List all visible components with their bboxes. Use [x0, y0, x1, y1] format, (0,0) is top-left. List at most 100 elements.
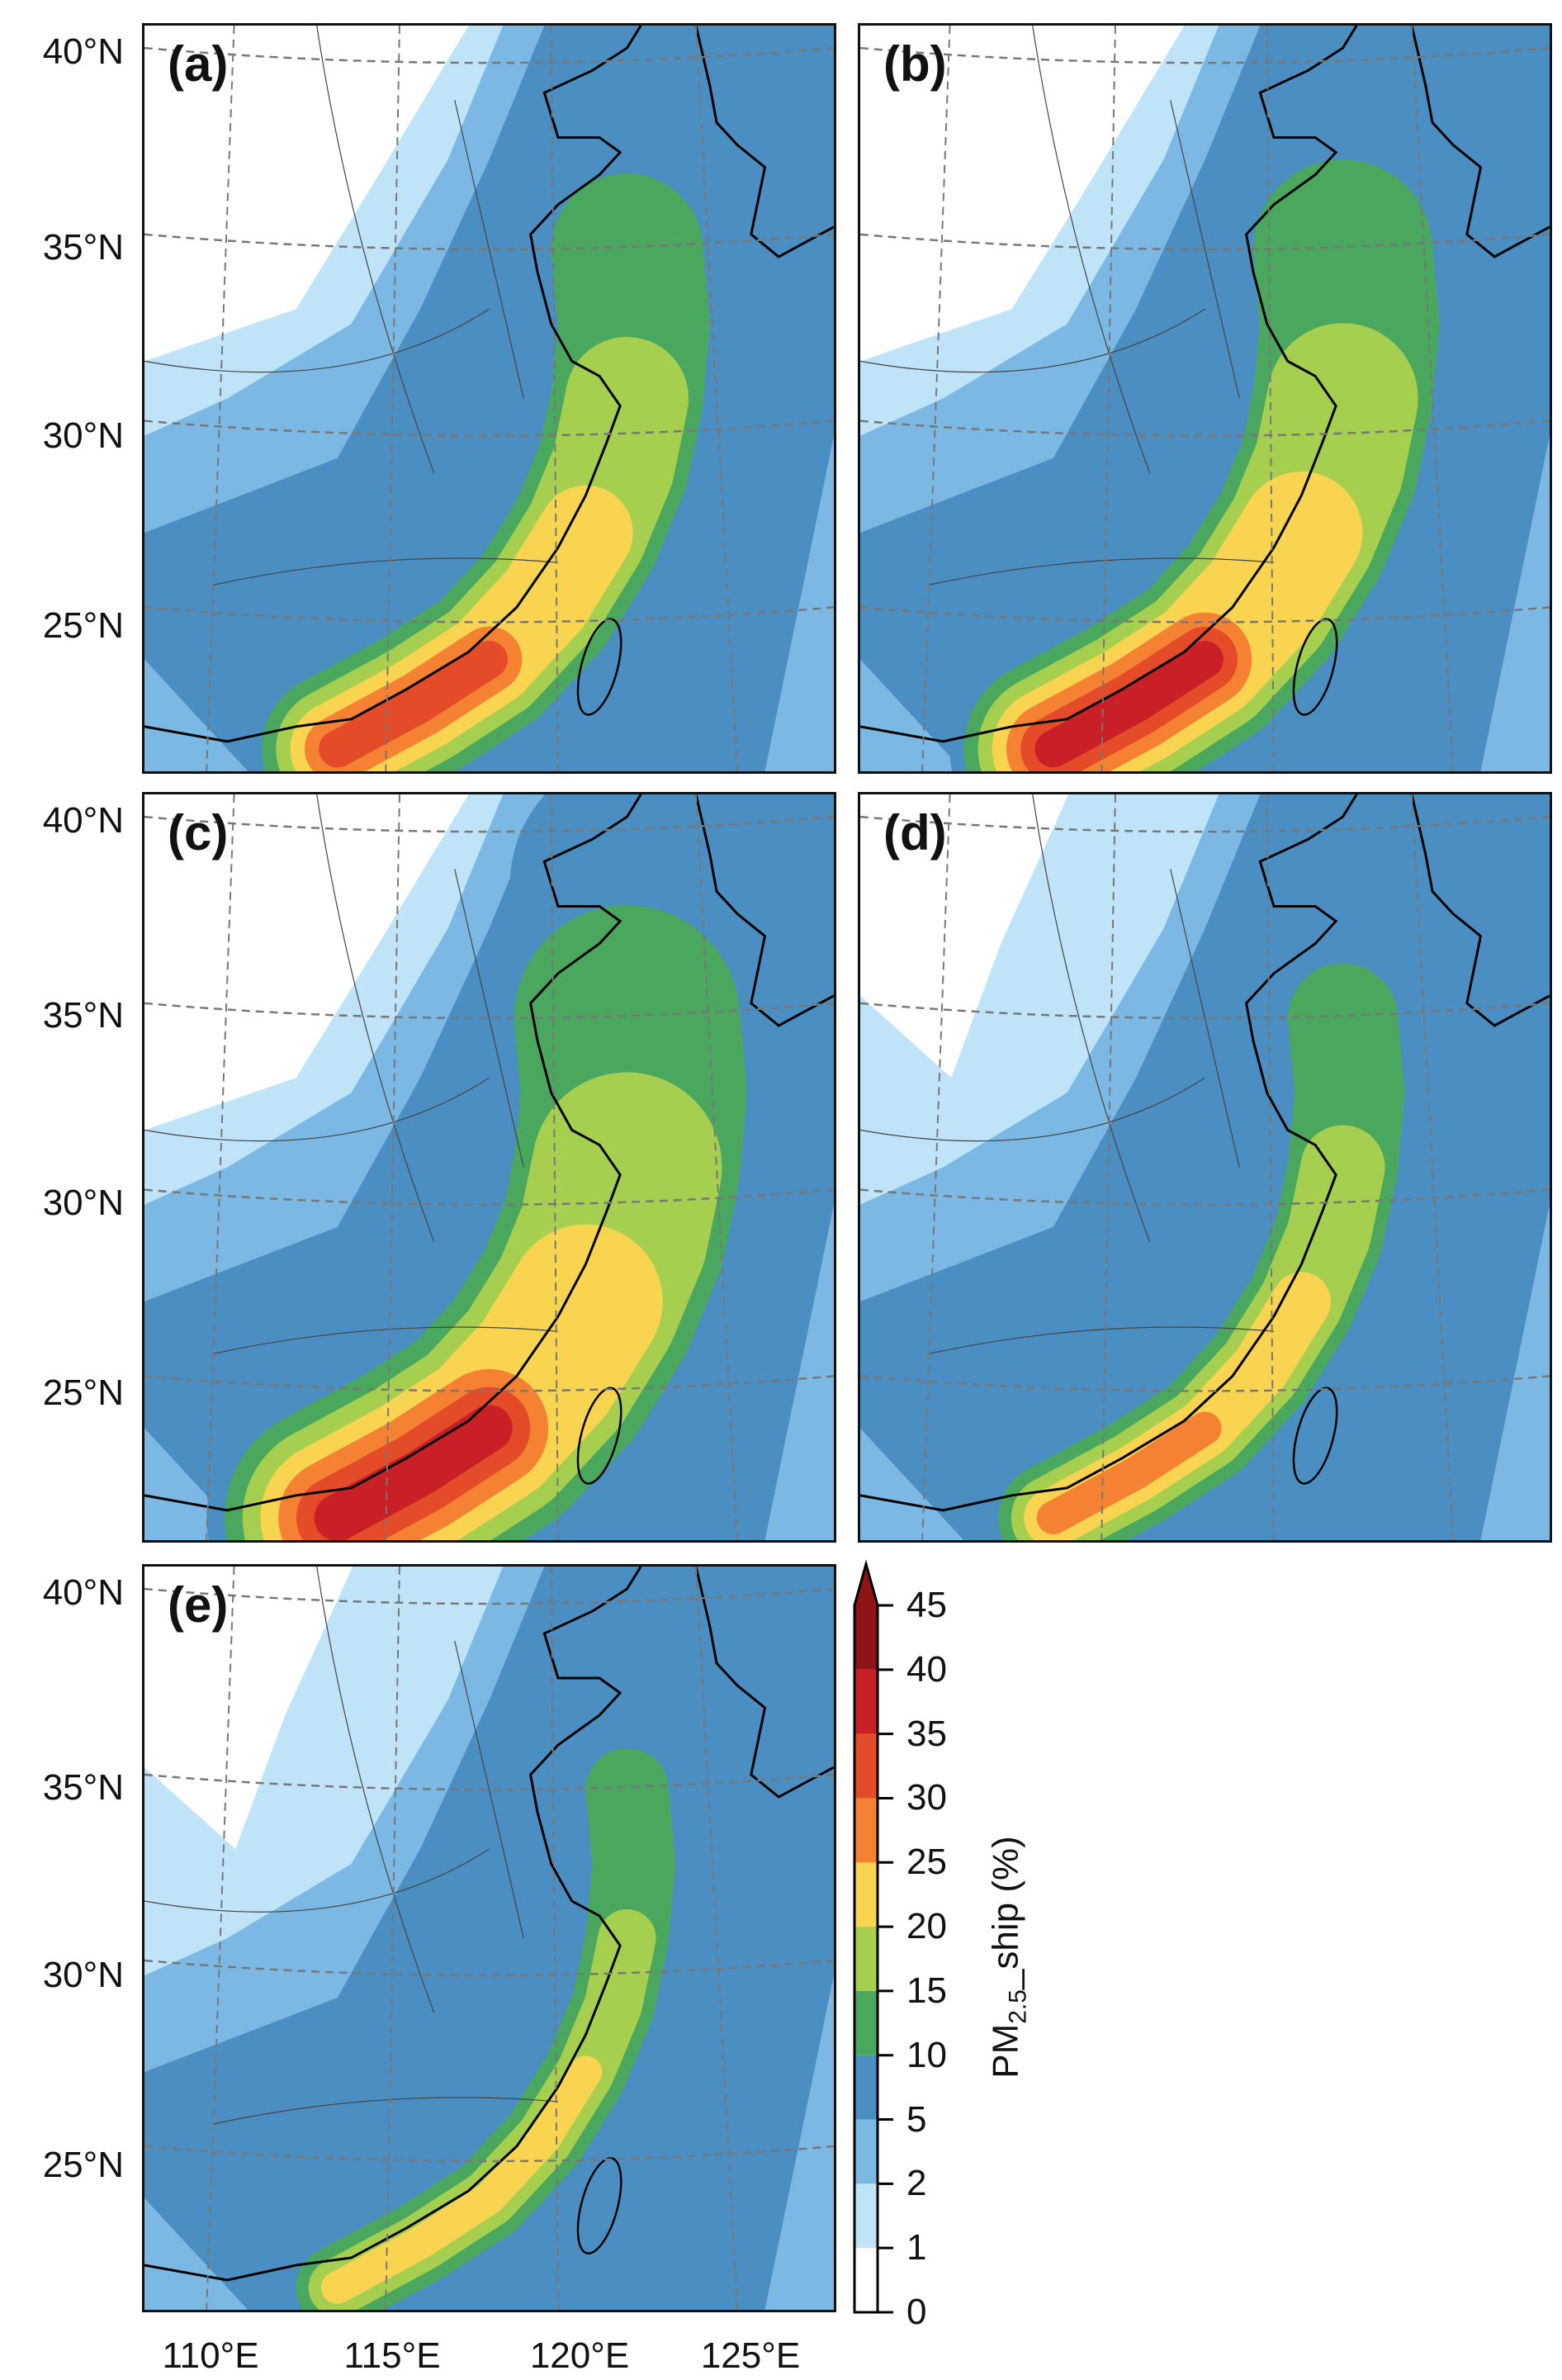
latitude-gridline — [144, 606, 834, 623]
province-boundary — [316, 794, 435, 1243]
colorbar-tick-label: 35 — [906, 1713, 947, 1754]
colorbar-extend-arrow — [854, 1564, 878, 1605]
longitude-label: 125°E — [700, 2335, 801, 2376]
plume-level-3 — [320, 2055, 603, 2304]
latitude-label: 30°N — [42, 1955, 124, 1995]
coastline-korea — [694, 794, 834, 1027]
longitude-label: 115°E — [343, 2335, 441, 2376]
latitude-label: 35°N — [42, 227, 124, 268]
colorbar-bin-2 — [854, 2119, 878, 2184]
colorbar-tick-label: 45 — [906, 1585, 947, 1625]
longitude-gridline — [1266, 794, 1275, 1540]
latitude-gridline — [144, 1188, 834, 1206]
plume-level-4 — [1036, 1411, 1222, 1535]
colorbar-tick-label: 20 — [906, 1906, 947, 1947]
longitude-gridline — [385, 794, 400, 1540]
longitude-gridline — [385, 1567, 400, 2310]
plume-level-6 — [314, 1405, 513, 1540]
latitude-gridline — [144, 1959, 834, 1977]
latitude-label: 30°N — [42, 1183, 124, 1223]
province-boundary — [144, 1077, 490, 1142]
colorbar-bin-5 — [854, 2055, 878, 2120]
province-boundary — [929, 1326, 1275, 1354]
colorbar-tick-label: 5 — [906, 2098, 927, 2140]
colorbar-tick-label: 0 — [906, 2292, 927, 2332]
panel-label: (e) — [168, 1577, 229, 1633]
coastline-korea — [694, 1567, 834, 1799]
latitude-gridline — [860, 1375, 1550, 1392]
longitude-gridline — [550, 26, 559, 771]
map-svg — [144, 26, 834, 771]
colorbar-tick-label: 10 — [906, 2034, 947, 2075]
coastline — [860, 794, 1358, 1512]
colorbar-tick-label: 25 — [906, 1842, 947, 1883]
taiwan-outline — [576, 1387, 622, 1485]
colorbar-tick-label: 2 — [906, 2163, 927, 2204]
province-boundary — [144, 1848, 490, 1913]
longitude-label: 120°E — [529, 2335, 630, 2376]
province-boundary — [1032, 26, 1151, 474]
panel-label: (c) — [168, 805, 229, 860]
latitude-gridline — [144, 420, 834, 437]
longitude-gridline — [385, 26, 400, 771]
colorbar-tick-label: 30 — [906, 1777, 947, 1818]
colorbar-bin-40 — [854, 1605, 878, 1670]
map-svg — [860, 794, 1550, 1540]
latitude-gridline — [144, 2145, 834, 2163]
taiwan-outline — [576, 2157, 622, 2254]
province-boundary — [1032, 794, 1151, 1243]
taiwan-outline — [1292, 1387, 1338, 1485]
province-boundary — [860, 1077, 1205, 1142]
latitude-gridline — [860, 46, 1550, 64]
latitude-gridline — [144, 1002, 834, 1020]
longitude-gridline — [1100, 794, 1116, 1540]
latitude-gridline — [860, 815, 1550, 833]
latitude-label: 25°N — [42, 1373, 124, 1413]
colorbar-outline — [853, 1559, 879, 2314]
latitude-gridline — [144, 1773, 834, 1791]
map-svg — [144, 794, 834, 1540]
latitude-gridline — [144, 233, 834, 251]
province-boundary — [316, 26, 435, 474]
colorbar-title-sub: 2.5 — [1004, 1989, 1032, 2024]
latitude-gridline — [860, 233, 1550, 251]
panel-label: (d) — [883, 805, 947, 860]
colorbar-title-main: PM — [985, 2023, 1026, 2079]
coastline-korea — [1410, 26, 1550, 258]
contour-0-1 — [144, 1567, 353, 1849]
longitude-label: 110°E — [162, 2335, 259, 2376]
colorbar-bin-10 — [854, 1990, 878, 2055]
latitude-gridline — [860, 420, 1550, 437]
taiwan-outline — [576, 618, 622, 716]
latitude-label: 35°N — [42, 1767, 124, 1808]
map-panel-b: (b) — [858, 23, 1552, 774]
province-boundary — [454, 869, 524, 1168]
province-boundary — [454, 100, 524, 399]
colorbar-bin-30 — [854, 1733, 878, 1799]
colorbar-title: PM2.5_ship (%) — [986, 1836, 1033, 2079]
colorbar-tick-label: 1 — [906, 2227, 927, 2269]
colorbar-tick-label: 40 — [906, 1648, 947, 1690]
coastline-korea — [1410, 794, 1550, 1027]
latitude-gridline — [144, 1375, 834, 1392]
province-boundary — [213, 1326, 559, 1354]
latitude-label: 35°N — [42, 995, 124, 1036]
colorbar-bin-15 — [854, 1927, 878, 1991]
latitude-gridline — [144, 815, 834, 833]
colorbar-bin-0 — [854, 2248, 878, 2312]
colorbar-bin-1 — [854, 2183, 878, 2249]
colorbar-bin-25 — [854, 1798, 878, 1863]
contour-0-1 — [860, 794, 1069, 1079]
longitude-gridline — [550, 794, 559, 1540]
colorbar-bin-35 — [854, 1669, 878, 1734]
plume-level-6 — [1034, 641, 1224, 768]
coastline-korea — [694, 26, 834, 258]
latitude-label: 25°N — [42, 605, 124, 646]
colorbar-tick-label: 15 — [906, 1970, 947, 2011]
province-boundary — [929, 557, 1275, 586]
colorbar-title-rest: _ship (%) — [985, 1836, 1026, 1990]
coastline — [144, 794, 642, 1512]
map-svg — [144, 1567, 834, 2310]
latitude-label: 40°N — [42, 800, 124, 841]
